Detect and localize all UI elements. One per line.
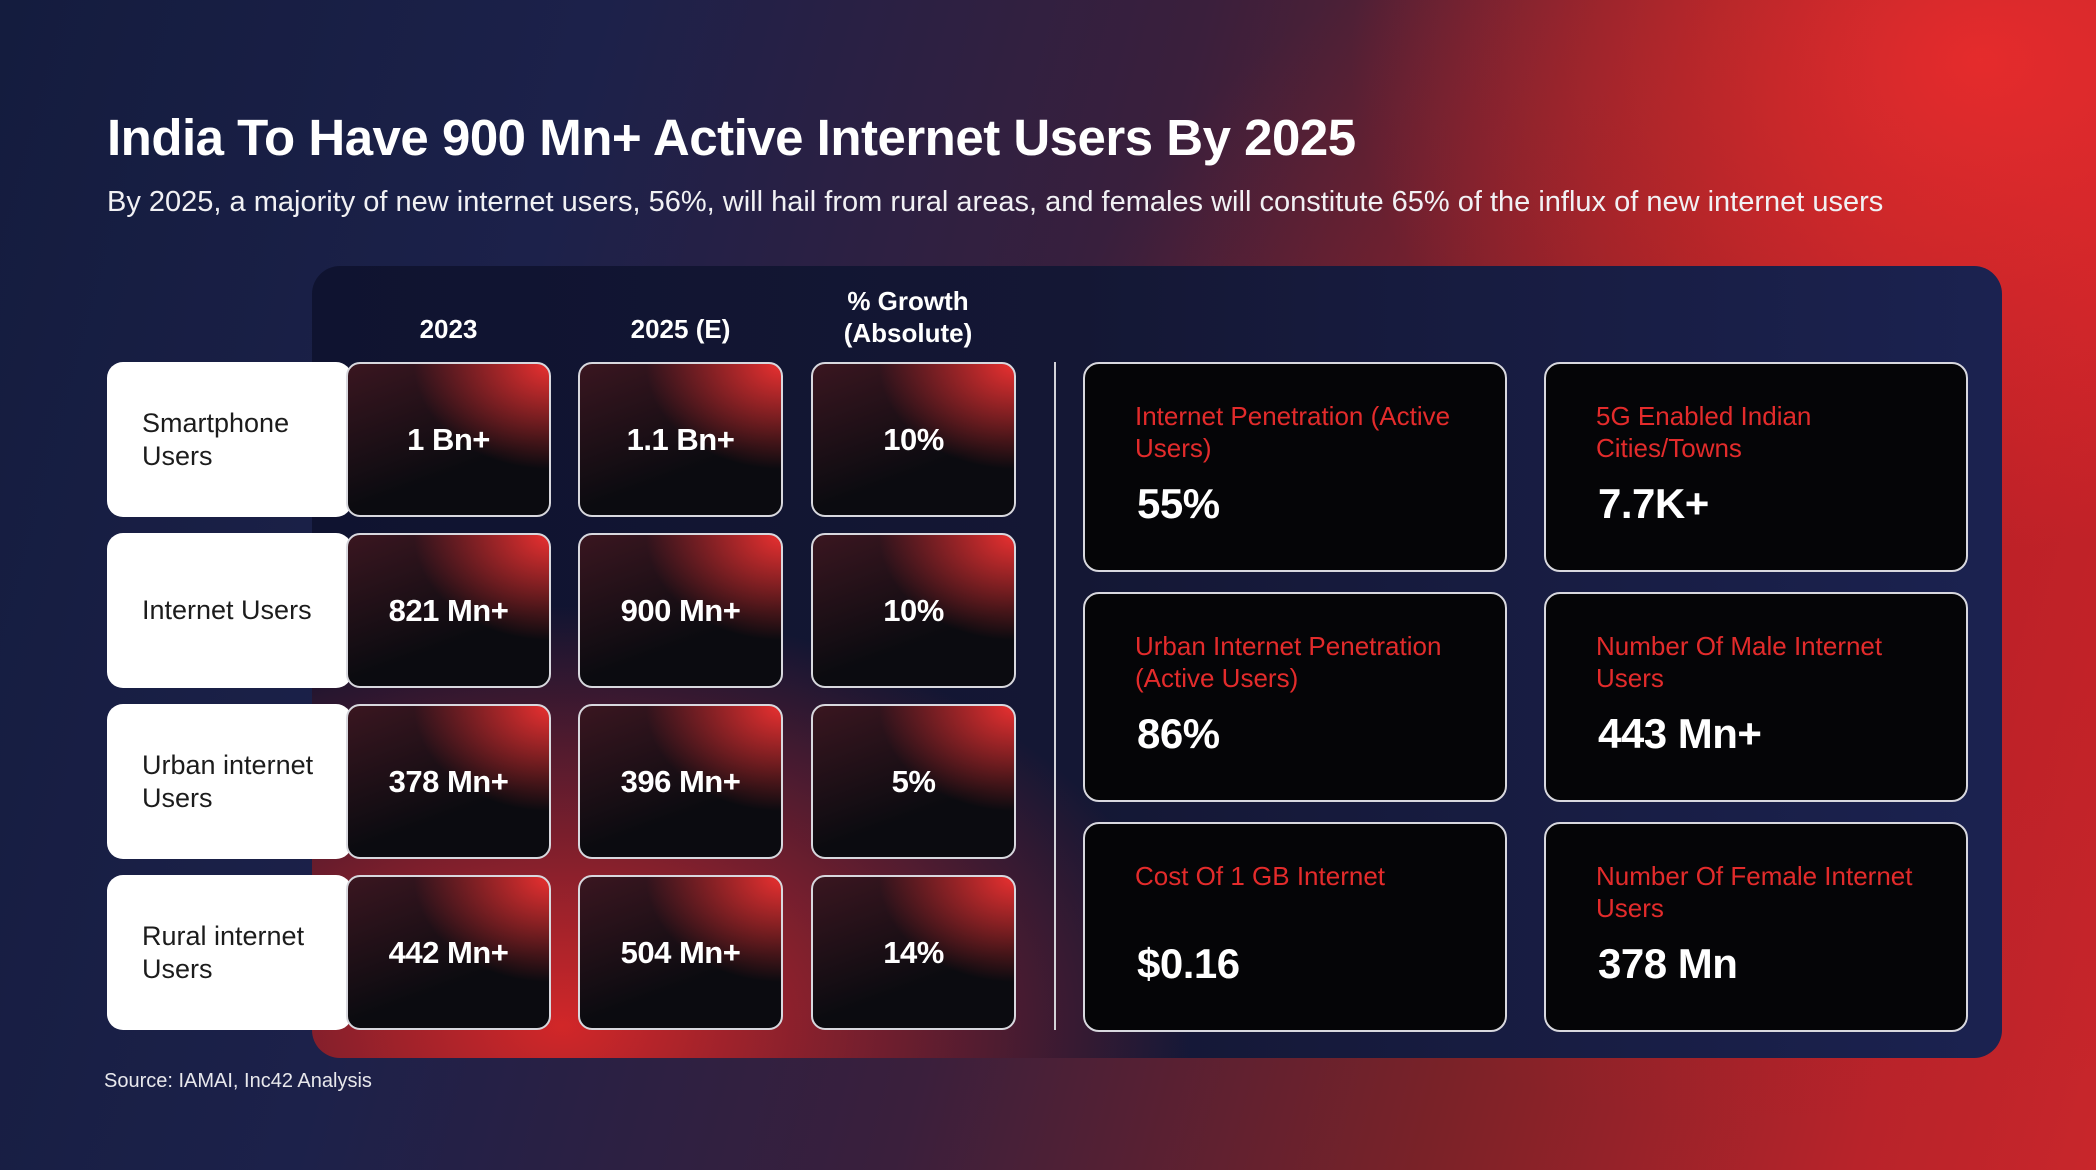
stat-label: Internet Penetration (Active Users) (1135, 401, 1451, 463)
cell-urban-growth: 5% (811, 704, 1016, 859)
stat-card-cost-1gb: Cost Of 1 GB Internet $0.16 (1083, 822, 1507, 1032)
column-header-growth: % Growth (Absolute) (843, 286, 973, 348)
cell-smartphone-2025: 1.1 Bn+ (578, 362, 783, 517)
cell-smartphone-growth: 10% (811, 362, 1016, 517)
row-label-text: Rural internet Users (142, 920, 305, 984)
row-label-urban-users: Urban internet Users (107, 704, 352, 859)
row-label-smartphone-users: Smartphone Users (107, 362, 352, 517)
stat-label: Cost Of 1 GB Internet (1135, 861, 1385, 891)
cell-urban-2025: 396 Mn+ (578, 704, 783, 859)
stat-card-female-users: Number Of Female Internet Users 378 Mn (1544, 822, 1968, 1032)
cell-internet-2023: 821 Mn+ (346, 533, 551, 688)
source-note: Source: IAMAI, Inc42 Analysis (104, 1070, 372, 1092)
cell-internet-2025: 900 Mn+ (578, 533, 783, 688)
cell-rural-2025: 504 Mn+ (578, 875, 783, 1030)
row-label-rural-users: Rural internet Users (107, 875, 352, 1030)
column-header-2023: 2023 (419, 314, 478, 344)
stat-label: 5G Enabled Indian Cities/Towns (1596, 401, 1812, 463)
column-header-2025: 2025 (E) (630, 314, 731, 344)
stat-value: 443 Mn+ (1598, 710, 1762, 757)
stat-value: 86% (1137, 710, 1220, 757)
stat-value: $0.16 (1137, 940, 1240, 987)
cell-rural-2023: 442 Mn+ (346, 875, 551, 1030)
cell-smartphone-2023: 1 Bn+ (346, 362, 551, 517)
stat-label: Number Of Female Internet Users (1596, 861, 1913, 923)
cell-rural-growth: 14% (811, 875, 1016, 1030)
stat-value: 55% (1137, 480, 1220, 527)
cell-internet-growth: 10% (811, 533, 1016, 688)
stat-label: Number Of Male Internet Users (1596, 631, 1883, 693)
page-title: India To Have 900 Mn+ Active Internet Us… (107, 109, 1356, 166)
stat-label: Urban Internet Penetration (Active Users… (1135, 631, 1442, 693)
stat-card-male-users: Number Of Male Internet Users 443 Mn+ (1544, 592, 1968, 802)
cell-urban-2023: 378 Mn+ (346, 704, 551, 859)
row-label-text: Urban internet Users (142, 749, 314, 813)
stat-card-internet-penetration: Internet Penetration (Active Users) 55% (1083, 362, 1507, 572)
row-label-internet-users: Internet Users (107, 533, 352, 688)
stat-value: 378 Mn (1598, 940, 1738, 987)
vertical-divider (1054, 362, 1056, 1030)
stat-card-urban-penetration: Urban Internet Penetration (Active Users… (1083, 592, 1507, 802)
stat-value: 7.7K+ (1598, 480, 1709, 527)
row-label-text: Smartphone Users (142, 407, 290, 471)
stat-card-5g-cities: 5G Enabled Indian Cities/Towns 7.7K+ (1544, 362, 1968, 572)
row-label-text: Internet Users (142, 595, 312, 625)
page-subtitle: By 2025, a majority of new internet user… (107, 186, 1884, 218)
